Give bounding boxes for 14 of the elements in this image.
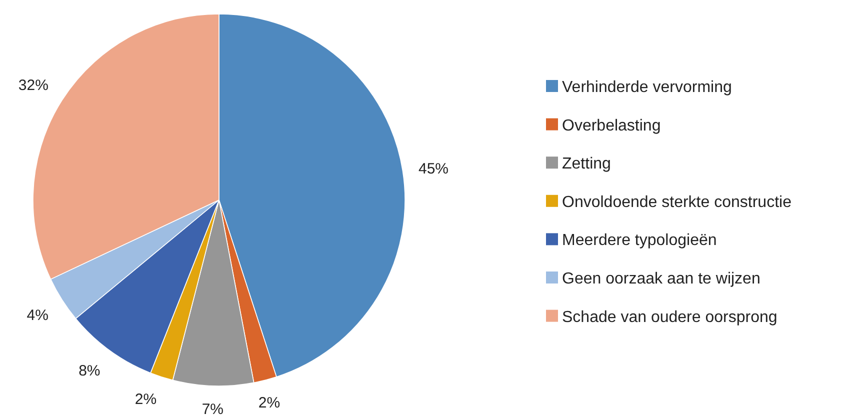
legend-label: Zetting bbox=[562, 156, 611, 173]
data-label: 45% bbox=[418, 160, 449, 178]
data-label: 32% bbox=[18, 76, 48, 94]
data-label: 2% bbox=[258, 394, 280, 412]
data-label: 4% bbox=[26, 307, 48, 324]
legend-label: Verhinderde vervorming bbox=[562, 79, 732, 96]
legend-label: Meerdere typologieën bbox=[562, 232, 717, 250]
legend-label: Overbelasting bbox=[562, 117, 661, 134]
legend-label: Onvoldoende sterkte constructie bbox=[562, 194, 792, 211]
legend-label: Geen oorzaak aan te wijzen bbox=[562, 270, 760, 288]
data-label: 2% bbox=[134, 391, 157, 408]
data-label: 8% bbox=[78, 362, 100, 380]
data-label: 7% bbox=[202, 400, 224, 418]
legend-label: Schade van oudere oorsprong bbox=[562, 308, 778, 326]
